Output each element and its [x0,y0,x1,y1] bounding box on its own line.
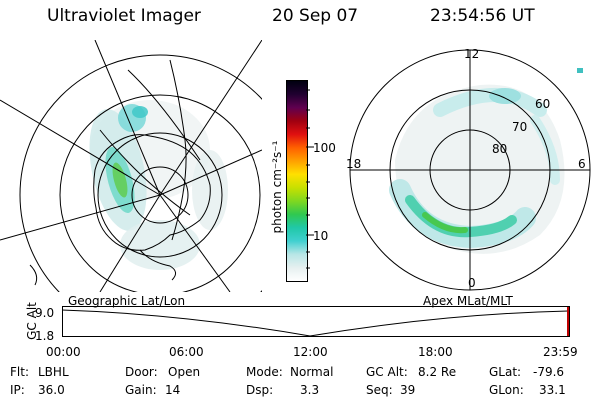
filter-label: Flt: [10,365,29,379]
geographic-map [0,40,262,292]
gain-value: 14 [165,383,181,397]
altitude-curve [62,309,569,337]
door-label: Door: [125,365,158,379]
colorbar-gradient [287,81,307,281]
mlat-label-80: 80 [492,142,508,156]
dsp-label: Dsp: [246,383,274,397]
gain-label: Gain: [125,383,157,397]
mlt-label-18: 18 [346,157,362,171]
seq-label: Seq: [366,383,393,397]
time-tick-1800: 18:00 [418,345,453,359]
instrument-title: Ultraviolet Imager [47,6,201,26]
altitude-strip [62,306,570,337]
mlt-label-12: 12 [464,47,480,61]
time-tick-0600: 06:00 [169,345,204,359]
filter-value: LBHL [38,365,69,379]
time-tick-2359: 23:59 [543,345,578,359]
dsp-value: 3.3 [300,383,320,397]
glat-value: -79.6 [533,365,565,379]
ip-label: IP: [10,383,25,397]
glat-label: GLat: [489,365,522,379]
date-label: 20 Sep 07 [272,6,359,26]
alt-ytick-9: 9.0 [35,306,55,320]
mlat-label-70: 70 [512,120,528,134]
glon-value: 33.1 [539,383,566,397]
time-label: 23:54:56 UT [430,6,535,26]
colorbar-tick-10: 10 [313,229,329,243]
door-value: Open [168,365,201,379]
colorbar [286,80,308,282]
mlt-label-6: 6 [578,157,586,171]
mlat-label-60: 60 [535,97,551,111]
glon-label: GLon: [489,383,524,397]
ip-value: 36.0 [38,383,65,397]
right-aurora-emission [389,68,583,254]
mlt-label-0: 0 [468,276,476,290]
mode-value: Normal [290,365,334,379]
time-tick-0000: 00:00 [46,345,81,359]
colorbar-unit-label: photon cm⁻²s⁻¹ [270,140,284,234]
gc-alt-value: 8.2 Re [418,365,457,379]
colorbar-ticks [306,89,314,269]
gc-alt-label: GC Alt: [366,365,408,379]
alt-ytick-1_8: 1.8 [35,329,55,343]
mode-label: Mode: [246,365,283,379]
mlat-mlt-polar-plot [349,49,591,291]
colorbar-tick-100: 100 [313,141,336,155]
seq-value: 39 [400,383,416,397]
geographic-caption: Geographic Lat/Lon [68,294,186,308]
time-tick-1200: 12:00 [293,345,328,359]
apex-caption: Apex MLat/MLT [423,294,513,308]
